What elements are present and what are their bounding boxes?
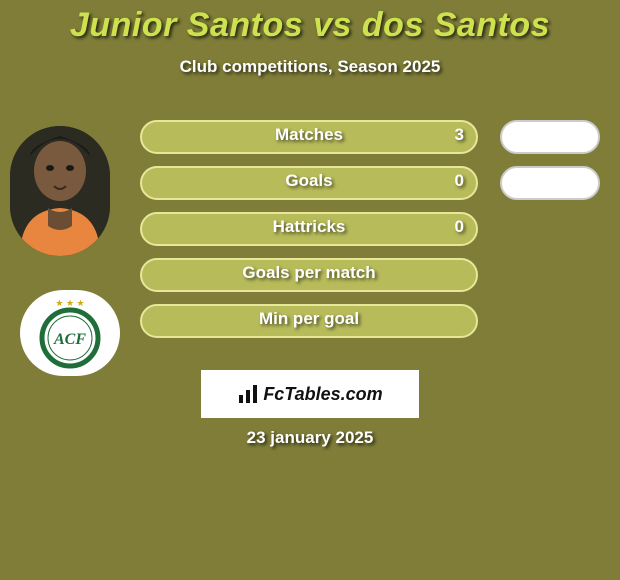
stat-value-left [140,258,478,292]
stat-value-left [140,304,478,338]
stat-value-left: 3 [140,120,478,154]
bars-icon [237,383,259,405]
stat-row-matches: Matches 3 [0,120,620,154]
bar-right [500,120,600,154]
source-logo-text: FcTables.com [263,384,382,405]
stat-rows: Matches 3 Goals 0 Hattricks 0 Goals per … [0,120,620,350]
date-text: 23 january 2025 [0,428,620,448]
source-logo: FcTables.com [201,370,419,418]
stat-row-goals-per-match: Goals per match [0,258,620,292]
stat-row-hattricks: Hattricks 0 [0,212,620,246]
comparison-card: Junior Santos vs dos Santos Club competi… [0,0,620,580]
page-title: Junior Santos vs dos Santos [0,6,620,45]
subtitle: Club competitions, Season 2025 [0,57,620,77]
stat-value-left: 0 [140,212,478,246]
stat-row-goals: Goals 0 [0,166,620,200]
stat-row-min-per-goal: Min per goal [0,304,620,338]
bar-right [500,166,600,200]
stat-value-left: 0 [140,166,478,200]
